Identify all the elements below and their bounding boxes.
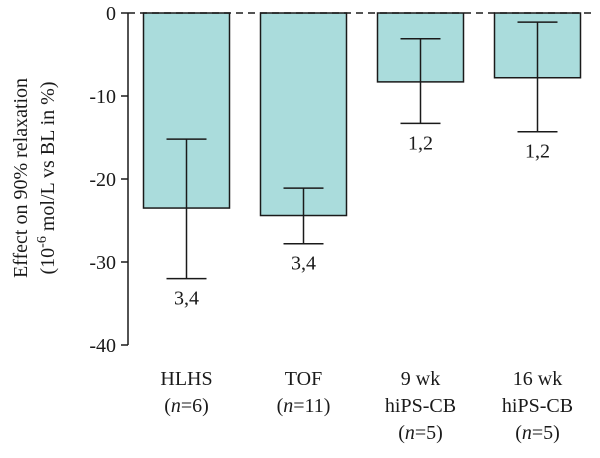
y-axis-label: Effect on 90% relaxation (10-6 mol/L vs B… (10, 78, 59, 278)
bar-2 (259, 12, 348, 217)
category-n-label-3: (n=5) (398, 422, 443, 444)
category-label-1-line-1: HLHS (160, 368, 212, 390)
significance-label-1: 3,4 (174, 288, 199, 310)
category-n-label-4: (n=5) (515, 422, 560, 444)
category-label-2-line-1: TOF (285, 368, 322, 390)
y-axis-label-line1: Effect on 90% relaxation (10, 78, 32, 278)
y-tick-label-2: -10 (89, 86, 116, 108)
category-label-4-line-1: 16 wk (513, 368, 562, 390)
category-n-label-1: (n=6) (164, 395, 209, 417)
category-label-4-line-2: hiPS-CB (502, 395, 573, 417)
category-label-3-line-1: 9 wk (401, 368, 440, 390)
significance-label-4: 1,2 (525, 141, 550, 163)
y-axis-label-line2: (10-6 mol/L vs BL in %) (35, 82, 59, 275)
y-tick-label-4: -30 (89, 252, 116, 274)
y-tick-label-5: -40 (89, 335, 116, 357)
y-tick-label-3: -20 (89, 169, 116, 191)
category-n-label-2: (n=11) (277, 395, 331, 417)
y-tick-label-1: 0 (106, 3, 116, 25)
significance-label-3: 1,2 (408, 132, 433, 154)
significance-label-2: 3,4 (291, 253, 316, 275)
category-label-3-line-2: hiPS-CB (385, 395, 456, 417)
